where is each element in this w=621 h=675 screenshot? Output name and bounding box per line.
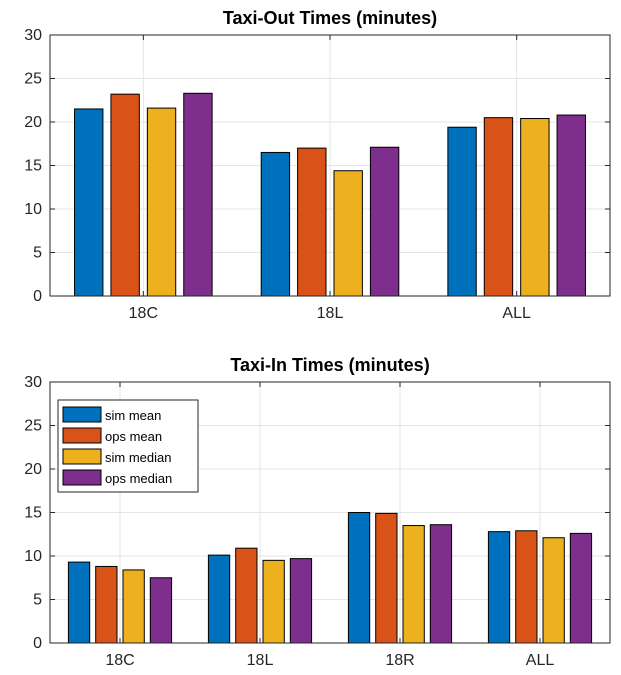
bar-sim-mean-18L (207, 554, 231, 644)
bar-ops-median-18C (183, 92, 213, 297)
y-tick-label: 25 (24, 71, 42, 88)
legend-label: sim mean (105, 408, 161, 423)
bar-ops-median-18L (369, 146, 400, 297)
x-tick-label: ALL (526, 652, 555, 669)
bar-sim-median-ALL (520, 118, 550, 297)
y-tick-label: 20 (24, 114, 42, 131)
legend-swatch (62, 469, 102, 486)
y-tick-label: 20 (24, 461, 42, 478)
x-tick-label: 18C (105, 652, 134, 669)
bar-sim-median-18L (333, 170, 363, 297)
y-tick-label: 15 (24, 158, 42, 175)
bar-ops-mean-18C (110, 93, 140, 297)
y-tick-label: 5 (33, 245, 42, 262)
legend-label: ops mean (105, 429, 162, 444)
x-tick-label: 18C (129, 305, 158, 322)
y-tick-label: 25 (24, 418, 42, 435)
bar-sim-mean-18L (260, 151, 291, 297)
chart-title: Taxi-In Times (minutes) (230, 355, 429, 375)
x-tick-label: 18L (247, 652, 274, 669)
legend-label: sim median (105, 450, 171, 465)
y-tick-label: 30 (24, 374, 42, 391)
bar-ops-mean-ALL (483, 117, 514, 297)
bar-sim-median-18R (402, 525, 425, 644)
bar-ops-median-ALL (556, 114, 586, 297)
legend-swatch (62, 406, 102, 423)
y-tick-label: 30 (24, 27, 42, 44)
bar-ops-mean-18R (375, 512, 398, 644)
legend: sim mean ops mean sim median ops median (57, 399, 199, 493)
bar-ops-mean-18C (95, 565, 118, 644)
x-tick-label: 18L (317, 305, 344, 322)
bar-sim-mean-ALL (487, 531, 511, 644)
chart-2: 0 5 10 15 20 25 30 18C 18L 18R ALL Taxi-In Times (m… (24, 355, 611, 669)
bar-sim-median-18L (262, 559, 285, 644)
bar-ops-median-18C (149, 577, 173, 644)
y-tick-label: 10 (24, 201, 42, 218)
bar-sim-median-ALL (542, 537, 565, 644)
chart-1: 0 5 10 15 20 25 30 18C 18L ALL Taxi-Out Times (min… (24, 8, 611, 322)
y-tick-label: 10 (24, 548, 42, 565)
y-tick-label: 15 (24, 505, 42, 522)
y-tick-label: 0 (33, 288, 42, 305)
bar-ops-median-18R (429, 524, 453, 644)
bar-ops-mean-ALL (515, 530, 538, 644)
bar-ops-mean-18L (235, 547, 258, 644)
bar-sim-mean-ALL (447, 126, 477, 297)
y-tick-label: 5 (33, 592, 42, 609)
x-tick-label: ALL (502, 305, 531, 322)
x-tick-label: 18R (385, 652, 414, 669)
bar-ops-median-18L (289, 558, 313, 644)
legend-label: ops median (105, 471, 172, 486)
chart-title: Taxi-Out Times (minutes) (223, 8, 437, 28)
bar-ops-mean-18L (297, 147, 327, 297)
legend-swatch (62, 427, 102, 444)
bar-sim-mean-18C (74, 108, 104, 297)
bar-sim-mean-18C (67, 561, 91, 644)
y-tick-label: 0 (33, 635, 42, 652)
legend-swatch (62, 448, 102, 465)
bar-sim-median-18C (122, 569, 145, 644)
bar-sim-median-18C (146, 107, 177, 297)
bar-sim-mean-18R (347, 512, 371, 644)
bar-ops-median-ALL (569, 532, 593, 644)
